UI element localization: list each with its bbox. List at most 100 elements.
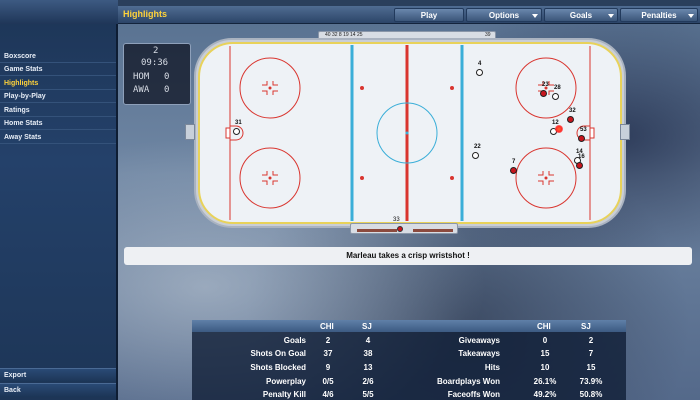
stat-value-team-a: 4/6 <box>322 390 334 399</box>
bench-player-dot <box>397 226 403 232</box>
sidebar-item-away-stats[interactable]: Away Stats <box>0 131 116 144</box>
player-number: 32 <box>569 108 576 114</box>
stats-header <box>192 320 626 332</box>
stat-label: Shots Blocked <box>250 363 306 372</box>
player-number: 53 <box>580 127 587 133</box>
player-marker <box>567 116 574 123</box>
stat-label: Shots On Goal <box>250 349 306 358</box>
bench-bar-right <box>427 38 487 41</box>
player-number: 22 <box>474 144 481 150</box>
player-number: 12 <box>552 120 559 126</box>
player-number: 23 <box>542 82 549 88</box>
game-clock: 2 09:36 HOM 0 AWA 0 <box>123 43 191 105</box>
right-gate <box>620 124 630 140</box>
player-number: 7 <box>512 159 516 165</box>
time-remaining: 09:36 <box>141 58 169 68</box>
team-b-header-left: SJ <box>362 322 372 331</box>
home-score: 0 <box>164 72 170 82</box>
player-marker <box>578 135 585 142</box>
goals-dropdown[interactable]: Goals <box>544 8 618 22</box>
away-label: AWA <box>133 85 150 95</box>
hockey-rink <box>198 42 622 224</box>
sidebar-item-home-stats[interactable]: Home Stats <box>0 117 116 130</box>
puck-highlight <box>555 125 563 133</box>
stat-value-team-a: 2 <box>325 336 331 345</box>
sidebar-item-ratings[interactable]: Ratings <box>0 104 116 117</box>
sidebar-item-highlights[interactable]: Highlights <box>0 77 116 90</box>
home-label: HOM <box>133 72 150 82</box>
neutral-zone-dots <box>360 86 454 180</box>
stat-value-team-a: 37 <box>323 349 333 358</box>
sidebar-item-boxscore[interactable]: Boxscore <box>0 50 116 63</box>
options-dropdown[interactable]: Options <box>466 8 542 22</box>
bench-number: 33 <box>393 217 400 223</box>
sidebar-header <box>0 0 118 24</box>
stat-value-team-a: 49.2% <box>533 390 557 399</box>
team-b-header-right: SJ <box>581 322 591 331</box>
options-label: Options <box>488 11 520 20</box>
goals-label: Goals <box>569 11 593 20</box>
away-score: 0 <box>164 85 170 95</box>
stat-value-team-b: 15 <box>586 363 596 372</box>
center-circle <box>376 102 438 164</box>
stat-value-team-a: 9 <box>325 363 331 372</box>
team-a-header-left: CHI <box>320 322 334 331</box>
stats-table <box>192 332 626 400</box>
stat-value-team-a: 15 <box>540 349 550 358</box>
page-title: Highlights <box>123 9 167 19</box>
bench-bar-left <box>357 229 397 232</box>
player-marker <box>233 128 240 135</box>
player-marker <box>510 167 517 174</box>
stat-label: Powerplay <box>265 377 306 386</box>
stat-value-team-b: 13 <box>363 363 373 372</box>
play-button-label: Play <box>420 11 438 20</box>
stat-value-team-b: 50.8% <box>579 390 603 399</box>
export-button[interactable]: Export <box>0 368 116 382</box>
stat-label: Penalty Kill <box>262 390 306 399</box>
center-dot <box>405 131 409 135</box>
stat-value-team-b: 38 <box>363 349 373 358</box>
penalties-dropdown[interactable]: Penalties <box>620 8 698 22</box>
ice-surface <box>198 42 622 224</box>
stat-label: Boardplays Won <box>437 377 500 386</box>
stat-label: Hits <box>484 363 500 372</box>
sidebar: Boxscore Game Stats Highlights Play-by-P… <box>0 0 118 400</box>
chevron-down-icon <box>688 14 694 18</box>
stat-value-team-b: 5/5 <box>362 390 374 399</box>
play-button[interactable]: Play <box>394 8 464 22</box>
player-marker <box>472 152 479 159</box>
player-number: 14 <box>576 149 583 155</box>
player-marker <box>540 90 547 97</box>
play-by-play-text: Marleau takes a crisp wristshot ! <box>124 247 692 265</box>
stat-value-team-b: 7 <box>588 349 594 358</box>
player-marker <box>552 93 559 100</box>
sidebar-item-game-stats[interactable]: Game Stats <box>0 63 116 76</box>
top-toolbar: Highlights Play Options Goals Penalties <box>118 6 700 24</box>
left-gate <box>185 124 195 140</box>
stat-value-team-b: 73.9% <box>579 377 603 386</box>
stat-label: Goals <box>283 336 306 345</box>
stat-value-team-a: 0 <box>542 336 548 345</box>
stat-label: Takeaways <box>458 349 500 358</box>
chevron-down-icon <box>608 14 614 18</box>
player-number: 4 <box>478 61 482 67</box>
bottom-bench: 33 <box>350 217 458 234</box>
bench-number-right: 39 <box>485 32 491 38</box>
chevron-down-icon <box>532 14 538 18</box>
penalties-label: Penalties <box>641 11 677 20</box>
back-button[interactable]: Back <box>0 383 116 397</box>
stat-value-team-b: 2 <box>588 336 594 345</box>
stat-label: Faceoffs Won <box>447 390 500 399</box>
stat-value-team-a: 26.1% <box>533 377 557 386</box>
player-number: 16 <box>578 154 585 160</box>
sidebar-item-play-by-play[interactable]: Play-by-Play <box>0 90 116 103</box>
stat-value-team-a: 10 <box>540 363 550 372</box>
stat-value-team-b: 4 <box>365 336 371 345</box>
bench-bar-right <box>413 229 453 232</box>
stat-value-team-a: 0/5 <box>322 377 334 386</box>
goal-net-right <box>589 127 595 139</box>
period: 2 <box>153 46 159 56</box>
player-number: 28 <box>554 85 561 91</box>
player-marker <box>476 69 483 76</box>
team-a-header-right: CHI <box>537 322 551 331</box>
